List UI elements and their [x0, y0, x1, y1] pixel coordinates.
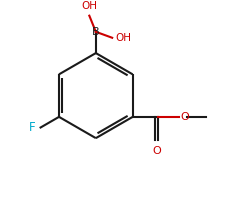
Text: OH: OH [81, 1, 97, 11]
Text: F: F [29, 121, 36, 134]
Text: O: O [180, 112, 189, 122]
Text: O: O [152, 146, 161, 156]
Text: OH: OH [115, 33, 131, 43]
Text: B: B [92, 27, 100, 37]
